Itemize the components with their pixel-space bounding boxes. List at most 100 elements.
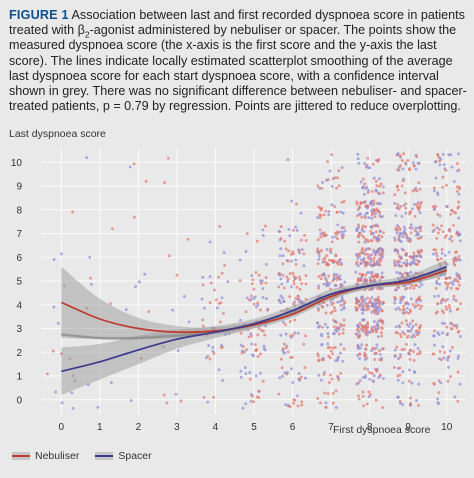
point-nebuliser bbox=[444, 281, 448, 285]
point-nebuliser bbox=[431, 205, 435, 209]
point-nebuliser bbox=[320, 206, 324, 210]
point-nebuliser bbox=[432, 329, 436, 333]
point-spacer bbox=[457, 216, 461, 220]
point-spacer bbox=[435, 254, 439, 258]
point-nebuliser bbox=[408, 168, 411, 172]
point-spacer bbox=[378, 246, 382, 250]
point-nebuliser bbox=[328, 381, 331, 384]
point-nebuliser bbox=[324, 311, 328, 315]
point-spacer bbox=[365, 211, 369, 215]
point-spacer bbox=[60, 401, 64, 405]
x-tick-label: 8 bbox=[367, 422, 373, 433]
point-nebuliser bbox=[372, 199, 376, 203]
point-nebuliser bbox=[394, 226, 398, 230]
point-nebuliser bbox=[277, 272, 281, 276]
point-spacer bbox=[339, 210, 343, 214]
point-nebuliser bbox=[109, 302, 113, 306]
point-spacer bbox=[359, 180, 363, 184]
point-nebuliser bbox=[201, 318, 205, 322]
point-nebuliser bbox=[326, 160, 330, 164]
point-spacer bbox=[368, 254, 372, 258]
point-spacer bbox=[281, 254, 285, 258]
point-spacer bbox=[281, 348, 285, 352]
point-spacer bbox=[356, 353, 360, 357]
point-nebuliser bbox=[361, 390, 365, 394]
point-spacer bbox=[398, 231, 402, 235]
point-spacer bbox=[299, 211, 303, 215]
point-nebuliser bbox=[296, 294, 300, 298]
point-spacer bbox=[452, 179, 456, 183]
point-nebuliser bbox=[412, 164, 416, 168]
point-spacer bbox=[433, 294, 437, 298]
point-spacer bbox=[317, 373, 321, 377]
point-spacer bbox=[325, 303, 329, 307]
point-nebuliser bbox=[396, 285, 400, 289]
point-spacer bbox=[369, 260, 373, 263]
point-nebuliser bbox=[415, 329, 419, 333]
point-spacer bbox=[407, 368, 411, 372]
point-nebuliser bbox=[321, 305, 325, 309]
point-spacer bbox=[221, 379, 224, 382]
point-spacer bbox=[380, 356, 384, 360]
point-nebuliser bbox=[436, 258, 440, 262]
point-nebuliser bbox=[378, 373, 382, 377]
point-spacer bbox=[372, 374, 376, 378]
point-nebuliser bbox=[331, 346, 335, 350]
point-nebuliser bbox=[335, 186, 338, 190]
point-spacer bbox=[369, 225, 373, 229]
point-spacer bbox=[416, 233, 420, 237]
point-nebuliser bbox=[252, 287, 256, 291]
point-nebuliser bbox=[400, 298, 404, 302]
point-nebuliser bbox=[255, 348, 259, 352]
point-nebuliser bbox=[367, 390, 371, 394]
point-nebuliser bbox=[372, 236, 376, 240]
point-nebuliser bbox=[435, 236, 439, 240]
point-nebuliser bbox=[335, 275, 339, 279]
point-nebuliser bbox=[166, 156, 170, 160]
point-nebuliser bbox=[339, 258, 342, 261]
point-spacer bbox=[402, 295, 406, 299]
point-nebuliser bbox=[321, 234, 325, 238]
point-nebuliser bbox=[261, 379, 265, 383]
point-nebuliser bbox=[284, 346, 288, 350]
point-spacer bbox=[340, 296, 344, 299]
point-nebuliser bbox=[300, 400, 304, 404]
point-spacer bbox=[287, 227, 291, 231]
point-nebuliser bbox=[393, 238, 397, 242]
point-spacer bbox=[368, 330, 372, 334]
point-spacer bbox=[325, 325, 329, 329]
point-nebuliser bbox=[393, 295, 396, 299]
point-nebuliser bbox=[244, 310, 248, 314]
point-spacer bbox=[319, 232, 323, 236]
point-nebuliser bbox=[377, 233, 381, 237]
point-nebuliser bbox=[417, 329, 421, 333]
point-nebuliser bbox=[335, 230, 339, 234]
point-spacer bbox=[362, 318, 366, 322]
point-spacer bbox=[364, 279, 367, 283]
point-nebuliser bbox=[304, 282, 308, 286]
point-spacer bbox=[342, 306, 346, 310]
point-spacer bbox=[369, 349, 373, 353]
point-spacer bbox=[56, 321, 60, 325]
point-nebuliser bbox=[319, 235, 323, 239]
point-spacer bbox=[432, 343, 436, 347]
point-nebuliser bbox=[455, 279, 459, 283]
x-tick-label: 7 bbox=[328, 422, 334, 433]
point-nebuliser bbox=[431, 352, 435, 356]
point-nebuliser bbox=[334, 389, 338, 393]
point-spacer bbox=[399, 352, 402, 356]
point-spacer bbox=[206, 400, 210, 404]
point-spacer bbox=[296, 394, 299, 398]
point-nebuliser bbox=[286, 277, 290, 281]
y-tick-label: 5 bbox=[16, 277, 22, 288]
point-spacer bbox=[361, 375, 365, 379]
legend: Nebuliser Spacer bbox=[12, 450, 168, 462]
point-nebuliser bbox=[201, 324, 205, 328]
point-nebuliser bbox=[437, 227, 441, 231]
point-nebuliser bbox=[264, 224, 267, 228]
point-spacer bbox=[415, 230, 419, 234]
point-nebuliser bbox=[418, 307, 422, 311]
point-nebuliser bbox=[406, 159, 410, 162]
point-nebuliser bbox=[414, 304, 418, 308]
